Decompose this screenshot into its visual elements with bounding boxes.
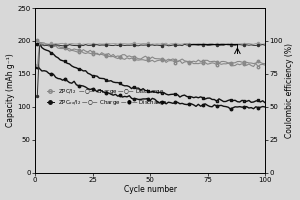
X-axis label: Cycle number: Cycle number xyxy=(124,185,176,194)
Y-axis label: Capacity (mAh g⁻¹): Capacity (mAh g⁻¹) xyxy=(6,53,15,127)
Y-axis label: Coulombic efficiency (%): Coulombic efficiency (%) xyxy=(285,43,294,138)
Legend: ZPC/I$_2$  —○— Charge —○— Discharge, ZPC$_{ox}$/I$_2$ —○— Charge —●— Discharge: ZPC/I$_2$ —○— Charge —○— Discharge, ZPC$… xyxy=(47,87,168,107)
